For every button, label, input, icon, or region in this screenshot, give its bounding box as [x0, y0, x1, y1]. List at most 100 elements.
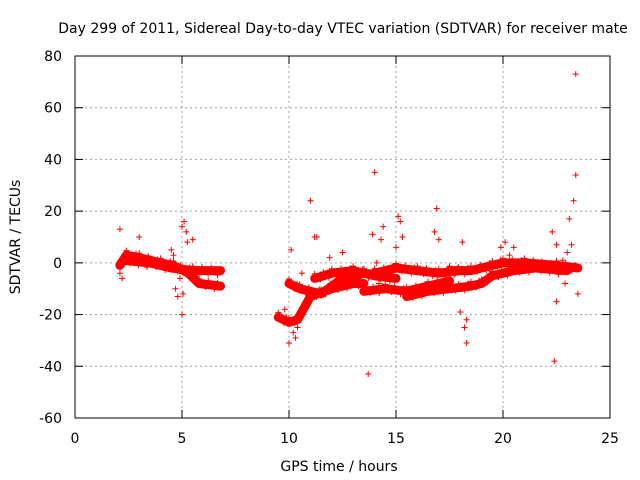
- data-point: [431, 228, 438, 235]
- data-point: [292, 334, 299, 341]
- data-point: [435, 236, 442, 243]
- data-point: [386, 278, 393, 285]
- data-point: [138, 256, 145, 263]
- data-point: [214, 272, 221, 279]
- data-point: [363, 287, 370, 294]
- data-point: [373, 259, 380, 266]
- data-point: [434, 277, 441, 284]
- data-point: [353, 267, 360, 274]
- data-point: [394, 287, 401, 294]
- data-point: [375, 280, 382, 287]
- data-point: [502, 239, 509, 246]
- data-point: [503, 258, 510, 265]
- data-point: [483, 267, 490, 274]
- data-point: [437, 286, 444, 293]
- data-point: [304, 295, 311, 302]
- data-point: [463, 316, 470, 323]
- data-point: [571, 261, 578, 268]
- data-point: [417, 267, 424, 274]
- data-point: [541, 262, 548, 269]
- data-point: [565, 263, 572, 270]
- data-point: [355, 283, 362, 290]
- data-point: [174, 268, 181, 275]
- data-point: [470, 281, 477, 288]
- data-point: [323, 271, 330, 278]
- data-point: [463, 340, 470, 347]
- data-point: [294, 312, 301, 319]
- data-point: [297, 310, 304, 317]
- data-point: [189, 236, 196, 243]
- data-point: [180, 266, 187, 273]
- data-point: [538, 258, 545, 265]
- data-point: [491, 260, 498, 267]
- data-point: [141, 260, 148, 267]
- data-point: [425, 278, 432, 285]
- data-point: [467, 278, 474, 285]
- data-point: [291, 320, 298, 327]
- data-point: [480, 264, 487, 271]
- axes: 0 5 10 15 20 25 -60 -40 -20 0 20 40 60 80: [39, 49, 619, 447]
- data-point: [457, 308, 464, 315]
- data-point: [458, 267, 465, 274]
- data-point: [302, 289, 309, 296]
- data-point: [500, 255, 506, 262]
- data-point: [391, 283, 398, 290]
- data-point: [455, 264, 462, 271]
- data-point: [426, 269, 433, 276]
- data-point: [553, 298, 560, 305]
- data-band: [445, 258, 583, 276]
- data-point: [321, 287, 328, 294]
- data-point: [549, 228, 556, 235]
- data-point: [486, 271, 493, 278]
- data-point: [515, 263, 522, 270]
- data-point: [459, 239, 466, 246]
- data-point: [509, 256, 516, 263]
- data-point: [449, 266, 456, 273]
- data-point: [423, 265, 430, 272]
- data-point: [298, 270, 305, 277]
- data-point: [572, 71, 579, 78]
- data-point: [126, 260, 133, 267]
- data-point: [397, 218, 404, 225]
- data-point: [553, 257, 560, 264]
- data-point: [165, 261, 172, 268]
- data-point: [537, 268, 544, 275]
- data-point: [174, 293, 181, 300]
- data-point: [352, 279, 359, 286]
- data-point: [393, 260, 399, 267]
- data-point: [377, 271, 384, 278]
- data-point: [415, 290, 422, 297]
- data-point: [162, 267, 169, 274]
- data-point: [360, 283, 367, 290]
- data-point: [547, 260, 554, 267]
- data-point: [350, 263, 357, 270]
- data-point: [441, 272, 448, 279]
- data-point: [401, 290, 408, 297]
- data-point: [470, 265, 477, 272]
- data-point: [474, 268, 481, 275]
- data-point: [205, 271, 212, 278]
- data-point: [294, 324, 301, 331]
- data-point: [388, 289, 395, 296]
- data-point: [337, 265, 344, 272]
- data-point: [379, 283, 386, 290]
- x-axis-label: GPS time / hours: [280, 459, 397, 475]
- data-point: [489, 257, 496, 264]
- y-tick-label: 0: [53, 256, 62, 272]
- data-point: [494, 263, 501, 270]
- data-point: [341, 282, 348, 289]
- data-point: [195, 270, 202, 277]
- data-point: [408, 270, 415, 277]
- data-point: [121, 252, 128, 259]
- data-point: [495, 274, 502, 281]
- data-point: [504, 272, 511, 279]
- data-point: [149, 259, 156, 266]
- data-point: [432, 267, 439, 274]
- data-point: [123, 247, 130, 254]
- data-point: [414, 263, 421, 270]
- data-point: [446, 263, 453, 270]
- y-tick-label: 80: [44, 49, 62, 65]
- data-point: [198, 264, 205, 271]
- data-point: [533, 260, 540, 267]
- data-point: [186, 264, 193, 271]
